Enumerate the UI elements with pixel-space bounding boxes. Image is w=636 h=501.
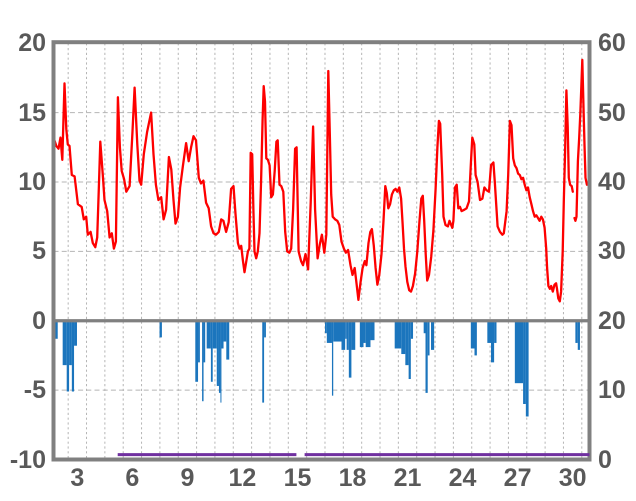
precipitation-bar bbox=[346, 320, 349, 350]
precipitation-bar bbox=[341, 320, 346, 350]
precipitation-bar bbox=[198, 320, 200, 363]
right-axis-tick-label: 0 bbox=[598, 445, 612, 474]
x-axis-tick-label: 15 bbox=[283, 464, 312, 492]
precipitation-bar bbox=[363, 320, 366, 343]
precipitation-bar bbox=[523, 320, 526, 404]
precipitation-bar bbox=[490, 320, 495, 363]
precipitation-bar bbox=[202, 320, 204, 402]
precipitation-bar bbox=[351, 320, 356, 350]
precipitation-bar bbox=[423, 320, 426, 334]
left-axis-tick-label: 5 bbox=[32, 237, 46, 266]
precipitation-bar bbox=[203, 320, 206, 363]
precipitation-bar bbox=[221, 320, 224, 349]
plot-border bbox=[51, 40, 592, 462]
precipitation-bar bbox=[427, 320, 430, 356]
precipitation-bar bbox=[210, 320, 213, 382]
left-axis-tick-label: -5 bbox=[23, 376, 46, 405]
right-axis-tick-label: 20 bbox=[598, 306, 626, 335]
right-axis-tick-label: 50 bbox=[598, 98, 626, 127]
right-axis-tick-label: 30 bbox=[598, 237, 626, 266]
precipitation-bar bbox=[216, 320, 219, 386]
precipitation-bar bbox=[212, 320, 217, 349]
x-axis-tick-label: 3 bbox=[70, 464, 85, 492]
precipitation-bar bbox=[333, 320, 342, 342]
precipitation-bar bbox=[525, 320, 529, 417]
left-axis-tick-label: 20 bbox=[18, 29, 46, 58]
precipitation-bar bbox=[226, 320, 230, 360]
precipitation-bar bbox=[331, 320, 334, 396]
left-axis-tick-label: 15 bbox=[18, 98, 46, 127]
left-axis-tick-label: -10 bbox=[9, 445, 46, 474]
right-axis-tick-label: 10 bbox=[598, 376, 626, 405]
precipitation-bar bbox=[66, 320, 70, 392]
x-axis-tick-label: 6 bbox=[125, 464, 140, 492]
precipitation-bar bbox=[62, 320, 67, 366]
precipitation-bar bbox=[345, 320, 347, 339]
x-axis-tick-label: 27 bbox=[503, 464, 532, 492]
precipitation-bar bbox=[69, 320, 72, 366]
precipitation-bar bbox=[218, 320, 221, 393]
precipitation-bar bbox=[577, 320, 580, 350]
precipitation-bar bbox=[71, 320, 75, 392]
x-axis-tick-label: 9 bbox=[180, 464, 195, 492]
precipitation-bar bbox=[370, 320, 375, 341]
precipitation-bar bbox=[470, 320, 475, 349]
precipitation-bar bbox=[326, 320, 332, 343]
right-axis-tick-label: 60 bbox=[598, 29, 626, 58]
precipitation-bar bbox=[55, 320, 58, 339]
precipitation-bar bbox=[324, 320, 327, 334]
x-axis-tick-label: 30 bbox=[558, 464, 587, 492]
x-axis-tick-label: 24 bbox=[448, 464, 477, 492]
precipitation-bar bbox=[394, 320, 402, 349]
x-axis-tick-label: 21 bbox=[393, 464, 422, 492]
precipitation-bar bbox=[262, 320, 265, 403]
precipitation-bar bbox=[401, 320, 406, 355]
right-axis-tick-label: 40 bbox=[598, 167, 626, 196]
precipitation-bar bbox=[223, 320, 227, 342]
red-data-line bbox=[53, 69, 574, 303]
precipitation-bar bbox=[487, 320, 491, 343]
left-axis-tick-label: 0 bbox=[32, 306, 46, 335]
precipitation-bar bbox=[348, 320, 352, 378]
precipitation-bar bbox=[195, 320, 199, 382]
precipitation-bar bbox=[575, 320, 578, 343]
precipitation-bar bbox=[405, 320, 409, 366]
precipitation-bar bbox=[365, 320, 371, 348]
precipitation-bar bbox=[425, 320, 428, 393]
precipitation-bar bbox=[474, 320, 477, 356]
precipitation-bar bbox=[159, 320, 162, 338]
precipitation-bar bbox=[220, 320, 222, 403]
precipitation-bar bbox=[514, 320, 524, 384]
left-axis-tick-label: 10 bbox=[18, 167, 46, 196]
precipitation-bar bbox=[410, 320, 414, 339]
precipitation-bar bbox=[431, 320, 435, 350]
x-axis-tick-label: 18 bbox=[338, 464, 367, 492]
x-axis-tick-label: 12 bbox=[228, 464, 257, 492]
precipitation-bar bbox=[206, 320, 211, 349]
precipitation-bar bbox=[74, 320, 77, 346]
precipitation-bar bbox=[359, 320, 364, 348]
precipitation-bar bbox=[494, 320, 497, 343]
precipitation-bar bbox=[264, 320, 266, 338]
red-data-line bbox=[573, 58, 591, 222]
precipitation-bar bbox=[408, 320, 411, 380]
